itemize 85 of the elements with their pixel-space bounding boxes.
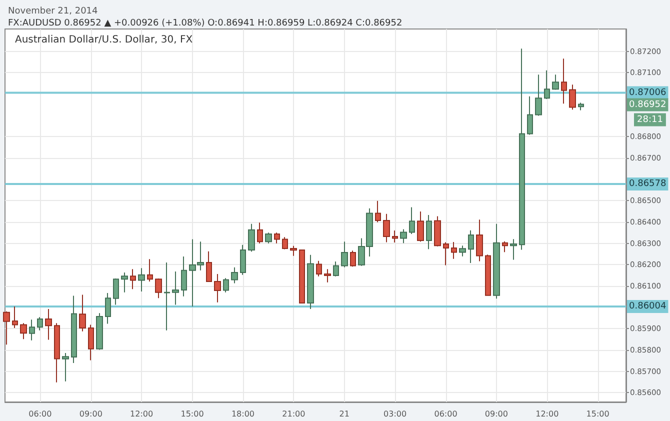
candlestick [485, 254, 491, 296]
candlestick [544, 70, 550, 100]
candlestick [257, 222, 263, 244]
candlestick [451, 242, 457, 260]
candlestick [375, 200, 381, 223]
candlestick [417, 211, 424, 242]
candlestick [37, 316, 43, 331]
candlestick [350, 250, 356, 268]
candlestick [274, 232, 280, 244]
candlestick [62, 352, 69, 382]
candlestick [155, 278, 162, 299]
candlestick [138, 268, 145, 292]
x-tick-label: 06:00 [28, 410, 52, 418]
candlestick [79, 294, 86, 332]
candlestick [265, 232, 272, 244]
candlestick [121, 272, 128, 293]
candlestick [45, 308, 52, 340]
candlestick [130, 268, 136, 290]
x-tick-label: 12:00 [130, 410, 154, 418]
candlestick [3, 310, 10, 346]
candlestick [240, 244, 246, 276]
candlestick [88, 324, 94, 361]
candlestick [493, 223, 500, 300]
candlestick [552, 74, 559, 90]
x-tick-label: 15:00 [180, 410, 204, 418]
chart-title: FX:AUDUSD 0.86952 ▲ +0.00926 (+1.08%) O:0.86941 H:0.86959 L:0.86924 C:0.86952 [8, 18, 402, 28]
candlestick [561, 58, 567, 104]
x-tick-label: 15:00 [586, 410, 610, 418]
x-tick-label: 09:00 [484, 410, 508, 418]
x-tick-label: 18:00 [231, 410, 255, 418]
candlestick [333, 260, 339, 277]
candlestick [341, 241, 348, 268]
candlestick [223, 278, 229, 293]
ref-line-label: 0.86578 [629, 179, 666, 190]
x-tick-label: 09:00 [79, 410, 102, 418]
candlestick [519, 48, 525, 250]
candlestick [443, 242, 449, 266]
candlestick [426, 214, 432, 250]
candlestick [434, 216, 441, 247]
ref-line-label: 0.87006 [629, 88, 666, 98]
candlestick [214, 274, 221, 303]
candlestick [231, 266, 238, 284]
candlestick [535, 74, 542, 116]
candlestick [578, 102, 584, 111]
candlestick [54, 322, 60, 383]
candlestick [290, 245, 297, 256]
candlestick [510, 238, 517, 260]
candlestick [113, 278, 119, 306]
candlestick [164, 262, 170, 331]
x-tick-label: 21 [339, 410, 350, 418]
candlestick [459, 245, 466, 257]
candlestick [12, 306, 18, 328]
candlestick [181, 256, 187, 297]
candlestick [282, 236, 288, 250]
candlestick [96, 312, 103, 350]
candlestick [400, 228, 407, 244]
candlestick [206, 250, 212, 282]
x-tick-label: 06:00 [434, 410, 458, 418]
candlestick [248, 223, 255, 252]
candlestick [307, 254, 314, 310]
candlestick [172, 270, 179, 306]
candlestick [392, 230, 398, 243]
annotation: 0.86952 [629, 100, 666, 110]
ref-line-label: 0.86004 [629, 301, 666, 312]
candlestick [476, 219, 483, 262]
text: 28:11 [637, 114, 663, 125]
candlestick [383, 213, 390, 243]
candlestick [105, 292, 111, 324]
chart-subtitle: November 21, 2014 [8, 6, 98, 16]
x-tick-label: 12:00 [536, 410, 559, 418]
candlestick [20, 322, 27, 340]
candlestick [409, 206, 415, 234]
candlestick [71, 295, 77, 364]
candlestick [324, 268, 331, 283]
annotation: Australian Dollar/U.S. Dollar, 30, FX [15, 34, 193, 46]
candlestick [569, 84, 576, 110]
candlestick [299, 249, 305, 304]
candlestick [147, 258, 153, 282]
candlestick [527, 96, 533, 136]
candlestick [502, 240, 508, 253]
x-tick-label: 21:00 [282, 410, 306, 418]
candlestick [468, 230, 474, 264]
x-tick-label: 03:00 [384, 410, 407, 418]
candlestick [316, 260, 322, 277]
candlestick [29, 319, 35, 341]
